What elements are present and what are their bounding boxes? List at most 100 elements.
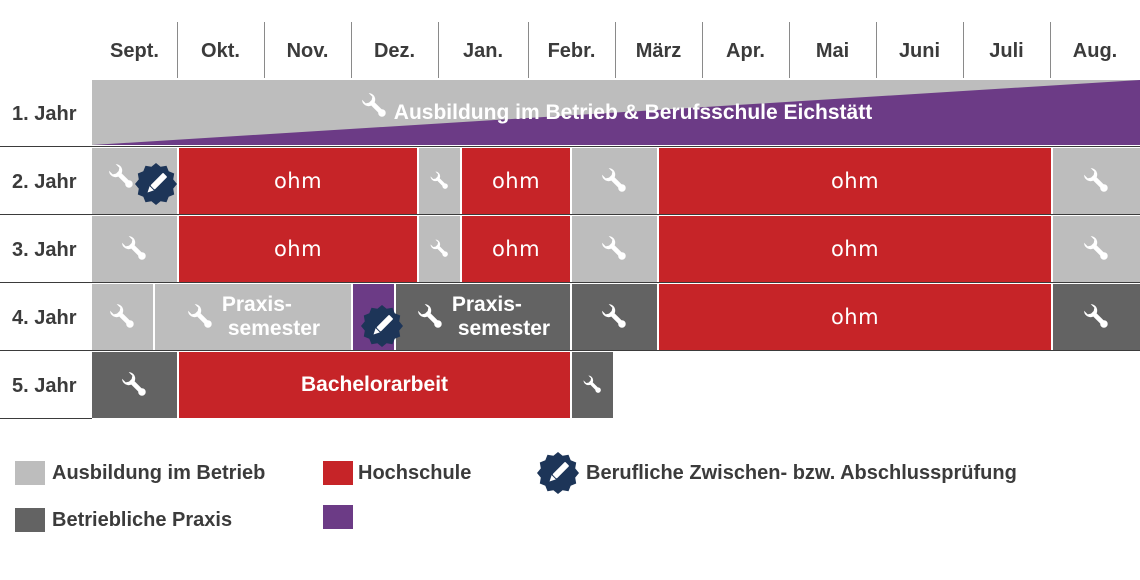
- wrench-icon: [360, 91, 390, 121]
- cell-ausbildung: [572, 148, 657, 214]
- cell-hochschule: ohm: [179, 216, 417, 282]
- cell-ausbildung: [419, 216, 460, 282]
- cell-praxissemester: Praxis- semester: [396, 284, 570, 350]
- praxissemester-line1: Praxis-: [221, 293, 292, 316]
- month-jul: Juli: [989, 39, 1024, 62]
- cell-hochschule: ohm: [659, 216, 1051, 282]
- cell-ausbildung: [92, 216, 177, 282]
- praxissemester-line2: semester: [227, 317, 321, 340]
- bachelorarbeit-label: Bachelorarbeit: [300, 373, 449, 396]
- cell-betriebliche-praxis: [572, 352, 613, 418]
- wrench-icon: [600, 302, 630, 332]
- berufsschule-area: [92, 80, 1140, 145]
- legend-label-pruefung: Berufliche Zwischen- bzw. Abschlussprüfu…: [586, 462, 1017, 484]
- wrench-icon: [107, 162, 137, 192]
- month-separator: [438, 22, 439, 78]
- praxissemester-label: Praxis- semester: [222, 293, 320, 341]
- cell-hochschule: ohm: [179, 148, 417, 214]
- month-separator: [615, 22, 616, 78]
- year-label-4: 4. Jahr: [12, 306, 77, 329]
- month-separator: [264, 22, 265, 78]
- cell-hochschule: ohm: [462, 148, 570, 214]
- wrench-icon: [429, 170, 451, 192]
- year-label-3: 3. Jahr: [12, 238, 77, 261]
- month-aug: Aug.: [1072, 39, 1118, 62]
- wrench-icon: [120, 370, 150, 400]
- praxissemester-line1: Praxis-: [451, 293, 522, 316]
- year1-banner-label-wrap: Ausbildung im Betrieb & Berufsschule Eic…: [92, 80, 1140, 145]
- exam-badge-icon: [134, 162, 178, 206]
- wrench-icon: [416, 302, 446, 332]
- wrench-icon: [108, 302, 138, 332]
- year1-banner: [92, 80, 1140, 145]
- month-jan: Jan.: [462, 39, 504, 62]
- year-label-2: 2. Jahr: [12, 170, 77, 193]
- ohm-logo: ohm: [273, 169, 323, 193]
- wrench-icon: [600, 234, 630, 264]
- wrench-icon: [600, 166, 630, 196]
- wrench-icon: [120, 234, 150, 264]
- legend-swatch-berufsschule: [323, 505, 353, 529]
- legend-swatch-praxis: [15, 508, 45, 532]
- row-divider: [0, 214, 1140, 215]
- cell-hochschule: ohm: [462, 216, 570, 282]
- wrench-icon: [1082, 166, 1112, 196]
- month-separator: [1050, 22, 1051, 78]
- cell-betriebliche-praxis: [92, 352, 177, 418]
- wrench-icon: [429, 238, 451, 260]
- legend-label-ausbildung: Ausbildung im Betrieb: [52, 462, 266, 484]
- legend-label-praxis: Betriebliche Praxis: [52, 509, 233, 531]
- year1-banner-label: Ausbildung im Betrieb & Berufsschule Eic…: [393, 100, 873, 124]
- month-separator: [963, 22, 964, 78]
- cell-ausbildung: [419, 148, 460, 214]
- year-label-1: 1. Jahr: [12, 102, 77, 125]
- wrench-icon: [1082, 302, 1112, 332]
- month-separator: [876, 22, 877, 78]
- cell-ausbildung: [92, 284, 153, 350]
- ohm-logo: ohm: [491, 169, 541, 193]
- wrench-icon: [186, 302, 216, 332]
- cell-bachelorarbeit: Bachelorarbeit: [179, 352, 570, 418]
- row-divider: [0, 350, 1140, 351]
- ohm-logo: ohm: [830, 237, 880, 261]
- cell-praxissemester: Praxis- semester: [155, 284, 351, 350]
- cell-ausbildung: [572, 216, 657, 282]
- praxissemester-label: Praxis- semester: [452, 293, 550, 341]
- ohm-logo: ohm: [830, 305, 880, 329]
- cell-betriebliche-praxis: [572, 284, 657, 350]
- cell-hochschule: ohm: [659, 148, 1051, 214]
- wrench-icon: [1082, 234, 1112, 264]
- month-separator: [351, 22, 352, 78]
- wrench-icon: [582, 374, 604, 396]
- exam-badge-icon: [360, 304, 404, 348]
- month-oct: Okt.: [201, 39, 240, 62]
- row-divider: [0, 282, 1140, 283]
- cell-ausbildung: [1053, 216, 1140, 282]
- month-nov: Nov.: [286, 39, 329, 62]
- praxissemester-line2: semester: [457, 317, 551, 340]
- month-separator: [702, 22, 703, 78]
- month-dec: Dez.: [373, 39, 416, 62]
- row-divider: [0, 418, 92, 419]
- cell-ausbildung: [1053, 148, 1140, 214]
- ohm-logo: ohm: [273, 237, 323, 261]
- legend-swatch-ausbildung: [15, 461, 45, 485]
- month-sep: Sept.: [110, 39, 159, 62]
- row-divider: [0, 146, 1140, 147]
- ohm-logo: ohm: [830, 169, 880, 193]
- year-label-5: 5. Jahr: [12, 374, 77, 397]
- exam-badge-icon: [536, 451, 580, 495]
- month-jun: Juni: [898, 39, 941, 62]
- month-apr: Apr.: [726, 39, 765, 62]
- month-may: Mai: [815, 39, 850, 62]
- month-separator: [177, 22, 178, 78]
- legend-swatch-hochschule: [323, 461, 353, 485]
- cell-betriebliche-praxis: [1053, 284, 1140, 350]
- month-mar: März: [635, 39, 682, 62]
- cell-hochschule: ohm: [659, 284, 1051, 350]
- legend-label-hochschule: Hochschule: [358, 462, 472, 484]
- month-separator: [789, 22, 790, 78]
- month-separator: [528, 22, 529, 78]
- month-feb: Febr.: [547, 39, 596, 62]
- ohm-logo: ohm: [491, 237, 541, 261]
